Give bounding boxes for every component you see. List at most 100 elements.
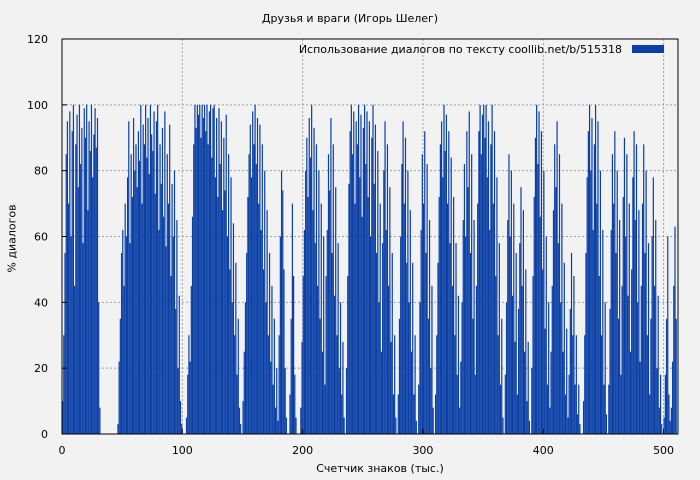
bar bbox=[205, 131, 207, 434]
bar bbox=[318, 170, 320, 434]
bar bbox=[548, 302, 550, 434]
bar bbox=[348, 183, 350, 434]
bar bbox=[468, 111, 470, 435]
bar bbox=[657, 295, 659, 434]
bar bbox=[613, 203, 615, 434]
bar bbox=[268, 252, 271, 434]
bar bbox=[172, 236, 174, 434]
bar bbox=[631, 269, 633, 434]
bar bbox=[626, 154, 628, 435]
bar bbox=[509, 236, 511, 434]
bar bbox=[95, 147, 97, 434]
bar bbox=[465, 236, 467, 434]
bar bbox=[455, 243, 457, 434]
bar bbox=[640, 285, 642, 434]
bar bbox=[244, 302, 247, 434]
bar bbox=[84, 137, 87, 434]
bar bbox=[305, 170, 307, 434]
bar bbox=[178, 295, 180, 434]
bar bbox=[616, 170, 618, 434]
bar bbox=[633, 131, 635, 434]
bar bbox=[341, 394, 343, 434]
bar bbox=[240, 424, 242, 434]
bar bbox=[175, 308, 177, 434]
bar bbox=[274, 407, 277, 434]
bar bbox=[90, 104, 93, 434]
bar bbox=[462, 220, 464, 434]
bar bbox=[510, 170, 512, 434]
y-tick-label: 80 bbox=[34, 165, 48, 178]
bar bbox=[161, 127, 164, 434]
bar bbox=[659, 374, 662, 434]
bar bbox=[325, 276, 327, 434]
bar bbox=[345, 368, 348, 434]
bar bbox=[549, 407, 551, 434]
bar bbox=[166, 154, 168, 435]
y-tick-label: 60 bbox=[34, 231, 48, 244]
bar bbox=[390, 341, 392, 434]
bar bbox=[412, 262, 414, 434]
bar bbox=[74, 285, 76, 434]
bar bbox=[651, 236, 653, 434]
bar bbox=[96, 118, 99, 434]
bar bbox=[401, 164, 403, 435]
bar bbox=[137, 131, 139, 434]
bar bbox=[610, 229, 612, 434]
bar bbox=[290, 318, 292, 434]
bar bbox=[499, 384, 502, 434]
bar bbox=[282, 190, 284, 434]
bar bbox=[552, 210, 555, 434]
bar bbox=[231, 302, 233, 434]
bar bbox=[621, 285, 623, 434]
bar bbox=[422, 203, 425, 434]
bar bbox=[88, 121, 90, 435]
bar bbox=[376, 252, 378, 434]
bar bbox=[354, 203, 356, 434]
bar bbox=[143, 144, 146, 435]
bar bbox=[531, 368, 533, 434]
bar bbox=[477, 203, 479, 434]
bar bbox=[256, 118, 259, 434]
bar bbox=[521, 285, 523, 434]
bar bbox=[625, 236, 627, 434]
bar bbox=[645, 170, 647, 434]
bar bbox=[428, 220, 431, 434]
bar bbox=[62, 401, 64, 434]
x-tick-label: 0 bbox=[59, 444, 66, 457]
bar bbox=[163, 216, 165, 434]
bar bbox=[670, 407, 672, 434]
bar bbox=[372, 104, 374, 434]
bar bbox=[159, 144, 161, 435]
bar bbox=[199, 104, 201, 434]
bar bbox=[118, 361, 120, 434]
bar bbox=[380, 351, 383, 434]
bar bbox=[557, 243, 559, 434]
bar bbox=[398, 318, 401, 434]
bar bbox=[158, 229, 160, 434]
bar bbox=[170, 276, 172, 434]
bar bbox=[211, 157, 213, 434]
bar bbox=[623, 137, 626, 434]
bar bbox=[193, 144, 195, 435]
bar bbox=[569, 308, 571, 434]
bar bbox=[242, 401, 244, 434]
bar bbox=[94, 108, 96, 434]
bar bbox=[77, 187, 79, 434]
bar bbox=[92, 177, 94, 434]
bar bbox=[343, 417, 345, 434]
bar bbox=[262, 269, 265, 434]
bar bbox=[593, 144, 595, 435]
bar bbox=[511, 295, 514, 434]
bar bbox=[457, 295, 460, 434]
bar bbox=[222, 210, 224, 434]
bar bbox=[349, 131, 351, 434]
bar bbox=[570, 252, 573, 434]
bar bbox=[319, 318, 321, 434]
bar bbox=[615, 252, 617, 434]
bar bbox=[562, 351, 564, 434]
bar bbox=[386, 144, 389, 435]
bar bbox=[652, 177, 654, 434]
bar bbox=[574, 384, 576, 434]
bar bbox=[238, 407, 241, 434]
